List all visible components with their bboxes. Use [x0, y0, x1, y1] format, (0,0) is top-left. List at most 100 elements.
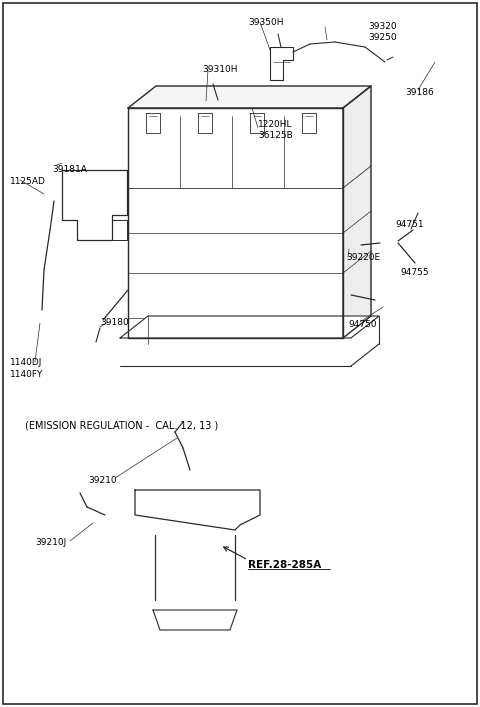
Ellipse shape	[155, 525, 235, 545]
Ellipse shape	[156, 590, 234, 602]
Circle shape	[218, 620, 228, 630]
Circle shape	[162, 620, 172, 630]
Bar	[32, 310, 50, 320]
Ellipse shape	[246, 288, 268, 304]
Circle shape	[192, 173, 197, 178]
Ellipse shape	[300, 206, 318, 220]
Polygon shape	[62, 170, 127, 240]
Bar	[109, 162, 119, 172]
Circle shape	[274, 29, 280, 35]
Polygon shape	[153, 610, 237, 630]
Ellipse shape	[196, 206, 214, 220]
Circle shape	[225, 347, 235, 357]
Bar	[179, 580, 191, 596]
Ellipse shape	[193, 239, 217, 257]
Circle shape	[153, 347, 163, 357]
Ellipse shape	[351, 193, 373, 221]
Bar	[44, 188, 64, 201]
Polygon shape	[270, 47, 293, 80]
Circle shape	[141, 173, 145, 178]
Polygon shape	[302, 113, 316, 133]
Text: 39210J: 39210J	[35, 538, 66, 547]
Circle shape	[37, 308, 47, 318]
Ellipse shape	[141, 239, 165, 257]
Polygon shape	[250, 113, 264, 133]
Circle shape	[392, 53, 398, 59]
Text: 39186: 39186	[405, 88, 434, 97]
Bar	[378, 237, 398, 249]
Circle shape	[180, 414, 190, 423]
Text: 39310H: 39310H	[202, 65, 238, 74]
Circle shape	[190, 171, 200, 181]
Ellipse shape	[245, 239, 269, 257]
Text: 1140FY: 1140FY	[10, 370, 43, 379]
Bar	[93, 518, 109, 528]
Bar	[95, 162, 105, 172]
Circle shape	[339, 289, 351, 301]
Bar	[189, 580, 201, 596]
Circle shape	[47, 182, 53, 188]
Bar	[341, 292, 349, 298]
Ellipse shape	[248, 206, 266, 220]
Circle shape	[138, 171, 148, 181]
Polygon shape	[128, 108, 343, 338]
Ellipse shape	[155, 557, 235, 573]
Circle shape	[244, 173, 250, 178]
Text: 39210: 39210	[88, 476, 117, 485]
Ellipse shape	[156, 574, 234, 586]
Polygon shape	[198, 113, 212, 133]
Polygon shape	[120, 316, 379, 338]
Polygon shape	[135, 490, 260, 530]
Text: 39220E: 39220E	[346, 253, 380, 262]
Ellipse shape	[250, 243, 264, 254]
Bar	[114, 242, 124, 250]
Bar	[165, 425, 183, 435]
Text: 1220HL: 1220HL	[258, 120, 292, 129]
Circle shape	[212, 100, 224, 112]
Bar	[411, 223, 433, 236]
Text: 39180: 39180	[100, 318, 129, 327]
Circle shape	[233, 498, 247, 512]
Ellipse shape	[243, 202, 271, 224]
Ellipse shape	[197, 243, 213, 254]
Circle shape	[215, 103, 221, 109]
Text: (EMISSION REGULATION -  CAL. 12, 13 ): (EMISSION REGULATION - CAL. 12, 13 )	[25, 421, 218, 431]
Circle shape	[91, 341, 99, 349]
Circle shape	[227, 322, 239, 334]
Ellipse shape	[194, 288, 216, 304]
Text: 36125B: 36125B	[258, 131, 293, 140]
Bar	[413, 259, 435, 272]
Circle shape	[292, 322, 304, 334]
Ellipse shape	[142, 288, 164, 304]
Text: 39320: 39320	[368, 22, 396, 31]
Circle shape	[383, 60, 391, 68]
Circle shape	[349, 239, 361, 251]
Ellipse shape	[301, 243, 316, 254]
Bar	[373, 295, 393, 307]
Circle shape	[208, 78, 216, 85]
Circle shape	[183, 496, 207, 520]
Polygon shape	[146, 113, 160, 133]
Polygon shape	[128, 86, 371, 108]
Bar	[93, 318, 107, 328]
Ellipse shape	[144, 206, 162, 220]
Text: 39181A: 39181A	[52, 165, 87, 174]
Bar	[416, 201, 438, 214]
Bar	[199, 580, 211, 596]
Polygon shape	[343, 86, 371, 338]
Circle shape	[295, 325, 301, 331]
Text: REF.28-285A: REF.28-285A	[248, 560, 321, 570]
Ellipse shape	[145, 243, 160, 254]
Ellipse shape	[356, 198, 369, 216]
Bar	[351, 242, 359, 248]
Text: 39250: 39250	[368, 33, 396, 42]
Polygon shape	[112, 220, 127, 240]
Text: 1125AD: 1125AD	[10, 177, 46, 186]
Text: 94755: 94755	[400, 268, 429, 277]
Text: 1140DJ: 1140DJ	[10, 358, 42, 367]
Ellipse shape	[139, 202, 167, 224]
Circle shape	[297, 173, 301, 178]
Bar	[81, 162, 91, 172]
Circle shape	[101, 513, 109, 521]
Circle shape	[158, 495, 172, 509]
